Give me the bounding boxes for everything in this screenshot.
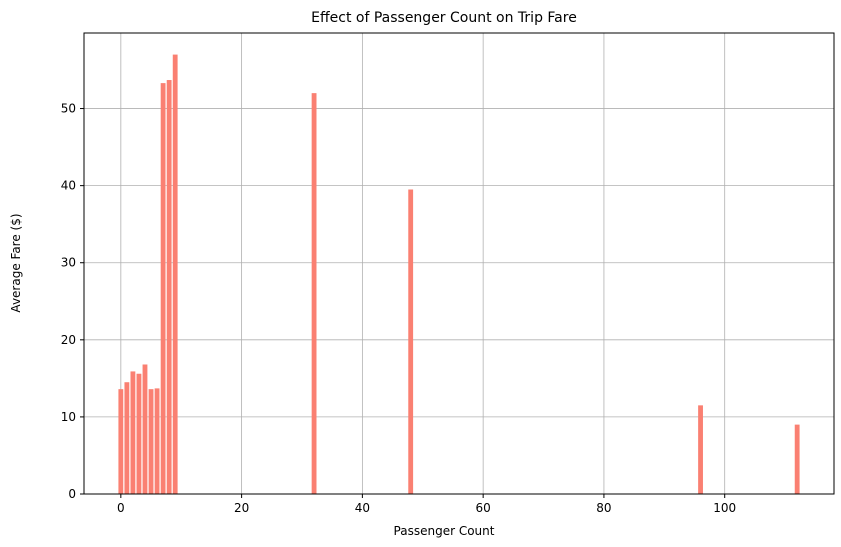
y-tick-label: 40 (61, 179, 76, 193)
y-tick-label: 10 (61, 410, 76, 424)
bar (311, 93, 317, 494)
bar (148, 389, 154, 494)
x-tick-label: 80 (596, 501, 611, 515)
chart-title: Effect of Passenger Count on Trip Fare (311, 10, 577, 26)
bar (172, 54, 178, 494)
bar (408, 189, 414, 494)
y-tick-label: 30 (61, 256, 76, 270)
bar (136, 373, 142, 494)
x-tick-label: 0 (117, 501, 125, 515)
y-tick-label: 20 (61, 333, 76, 347)
bar (166, 80, 172, 494)
bar (118, 389, 124, 494)
bar (154, 388, 160, 494)
y-tick-label: 50 (61, 102, 76, 116)
y-tick-label: 0 (68, 487, 76, 501)
plot-frame (83, 32, 835, 495)
bar (794, 424, 800, 494)
bar (142, 364, 148, 494)
bar (130, 371, 136, 494)
x-tick-label: 20 (234, 501, 249, 515)
bar (124, 382, 130, 494)
x-tick-label: 100 (713, 501, 736, 515)
x-tick-label: 40 (355, 501, 370, 515)
y-axis-label: Average Fare ($) (9, 213, 23, 312)
bar (160, 83, 166, 494)
bars (118, 54, 800, 494)
axes: 0 20 40 60 80 100 0 10 20 30 40 50 (61, 102, 736, 515)
x-axis-label: Passenger Count (394, 524, 495, 538)
x-tick-label: 60 (476, 501, 491, 515)
grid-lines (84, 33, 834, 495)
bar (698, 405, 703, 494)
